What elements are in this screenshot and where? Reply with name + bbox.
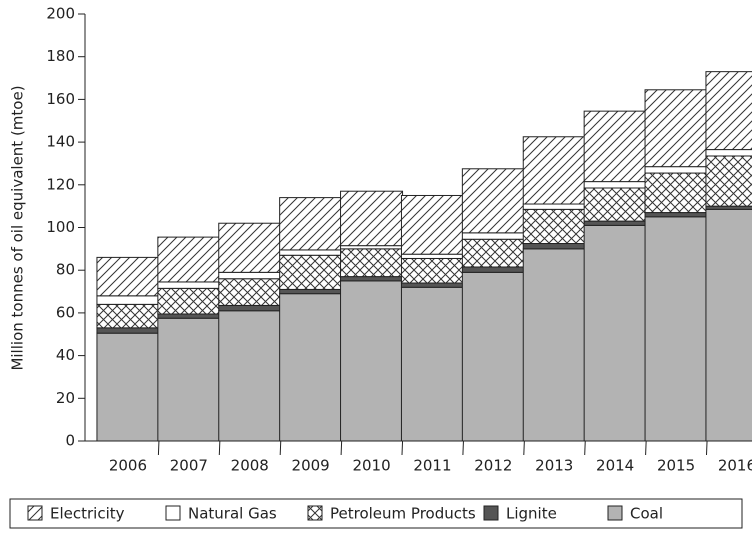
x-tick-label: 2009 xyxy=(292,457,330,475)
x-tick xyxy=(157,440,160,456)
bar-segment xyxy=(340,276,404,282)
bar-segment xyxy=(522,243,586,250)
y-tick-label: 100 xyxy=(46,218,75,236)
x-tick xyxy=(645,440,647,456)
bar-segment xyxy=(96,332,160,442)
y-tick-label: 80 xyxy=(56,261,75,279)
bar-segment xyxy=(340,248,404,278)
x-tick-label: 2011 xyxy=(413,457,451,475)
bar-segment xyxy=(340,190,404,247)
x-tick-label: 2015 xyxy=(657,457,695,475)
bar-segment xyxy=(279,249,343,256)
bar-segment xyxy=(461,271,525,442)
y-tick-label: 140 xyxy=(46,133,75,151)
x-tick xyxy=(401,440,404,456)
legend-label: Petroleum Products xyxy=(330,505,476,523)
bar-segment xyxy=(218,271,282,280)
bar-segment xyxy=(279,197,343,251)
y-tick-label: 40 xyxy=(56,346,75,364)
bar-segment xyxy=(583,187,647,222)
bar-segment xyxy=(218,310,282,442)
bar-segment xyxy=(461,266,525,273)
bar-segment xyxy=(400,282,464,288)
bar-segment xyxy=(400,253,464,259)
bar-segment xyxy=(705,149,752,157)
bar-segment xyxy=(644,216,708,442)
bar-segment xyxy=(400,194,464,255)
x-tick xyxy=(340,440,343,456)
x-tick-label: 2012 xyxy=(474,457,512,475)
bar-segment xyxy=(705,155,752,207)
bar-segment xyxy=(279,254,343,290)
bar-segment xyxy=(705,71,752,151)
y-tick-label: 120 xyxy=(46,175,75,193)
bar-segment xyxy=(583,220,647,226)
bar-segment xyxy=(644,89,708,168)
legend-label: Lignite xyxy=(506,505,557,523)
legend-swatch xyxy=(307,505,323,521)
bar-segment xyxy=(400,286,464,442)
x-tick-label: 2010 xyxy=(352,457,390,475)
bar-segment xyxy=(583,181,647,189)
x-tick-label: 2013 xyxy=(535,457,573,475)
bar-segment xyxy=(583,110,647,183)
legend-label: Natural Gas xyxy=(188,505,277,523)
bar-segment xyxy=(461,168,525,234)
bar-segment xyxy=(522,136,586,205)
bar-segment xyxy=(522,248,586,442)
x-tick xyxy=(279,440,282,456)
bar-segment xyxy=(279,288,343,295)
bar-segment xyxy=(218,278,282,306)
bar-segment xyxy=(522,203,586,210)
bar-segment xyxy=(96,295,160,305)
x-tick-label: 2014 xyxy=(596,457,634,475)
bar-segment xyxy=(400,257,464,284)
y-tick-label: 60 xyxy=(56,303,75,321)
x-tick xyxy=(523,440,525,456)
legend-frame xyxy=(9,498,743,529)
bar-segment xyxy=(157,236,221,283)
bar-segment xyxy=(583,224,647,442)
bar-segment xyxy=(96,256,160,297)
bar-segment xyxy=(644,172,708,214)
bar-segment xyxy=(644,212,708,218)
y-tick-label: 200 xyxy=(46,5,75,23)
x-tick xyxy=(584,440,586,456)
y-tick-label: 160 xyxy=(46,90,75,108)
bar-segment xyxy=(96,327,160,334)
bar-segment xyxy=(157,317,221,442)
x-tick xyxy=(218,440,221,456)
bar-segment xyxy=(218,222,282,273)
y-tick-label: 180 xyxy=(46,47,75,65)
bar-segment xyxy=(279,293,343,442)
bar-segment xyxy=(522,208,586,245)
bar-segment xyxy=(705,208,752,442)
y-tick-label: 20 xyxy=(56,389,75,407)
y-tick-label: 0 xyxy=(65,432,75,450)
legend-swatch xyxy=(607,505,623,521)
y-axis-label: Million tonnes of oil equivalent (mtoe) xyxy=(9,85,27,370)
bar-segment xyxy=(157,313,221,319)
x-tick xyxy=(462,440,464,456)
x-tick-label: 2006 xyxy=(109,457,147,475)
legend-label: Electricity xyxy=(50,505,125,523)
bar-segment xyxy=(218,304,282,312)
legend-swatch xyxy=(165,505,181,521)
x-tick-label: 2007 xyxy=(170,457,208,475)
bar-segment xyxy=(157,287,221,315)
legend-swatch xyxy=(27,505,43,521)
bar-segment xyxy=(157,281,221,289)
bar-segment xyxy=(96,303,160,329)
bar-segment xyxy=(644,166,708,174)
legend-label: Coal xyxy=(630,505,663,523)
x-tick-label: 2008 xyxy=(231,457,269,475)
bar-segment xyxy=(461,238,525,268)
x-tick-label: 2016 xyxy=(718,457,752,475)
legend-swatch xyxy=(483,505,499,521)
x-tick xyxy=(706,440,708,456)
bar-segment xyxy=(340,280,404,442)
bar-segment xyxy=(461,232,525,240)
